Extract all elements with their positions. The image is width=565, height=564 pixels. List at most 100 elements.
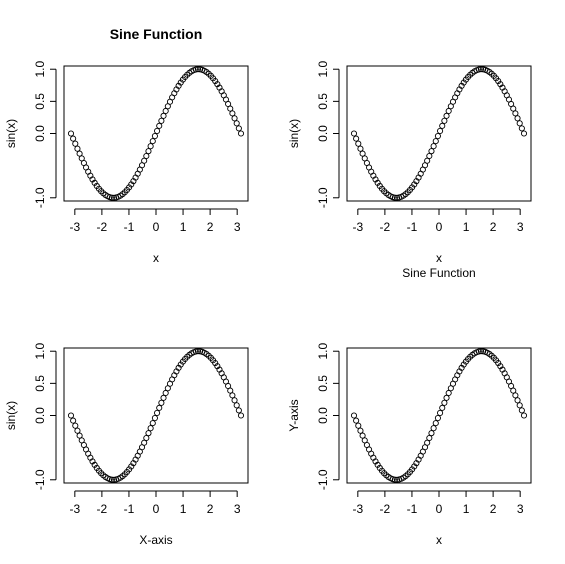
data-point — [518, 125, 525, 132]
y-tick-label: 0.5 — [33, 375, 47, 392]
data-point — [434, 415, 441, 422]
plot-frame — [346, 347, 532, 484]
data-point — [70, 135, 77, 142]
y-tick-label: 1.0 — [316, 61, 330, 78]
data-point — [353, 135, 360, 142]
x-tick-label: 2 — [207, 502, 214, 516]
chart-subtitle: Sine Function — [402, 266, 475, 280]
data-point — [110, 194, 118, 201]
y-tick-label: 0.0 — [316, 407, 330, 424]
x-tick-label: 0 — [436, 502, 443, 516]
data-point — [231, 115, 238, 122]
data-point — [233, 120, 240, 127]
data-point — [426, 152, 433, 160]
y-tick-label: 1.0 — [33, 343, 47, 360]
plot-frame — [63, 65, 249, 202]
data-point — [439, 404, 446, 411]
data-point — [475, 66, 482, 73]
y-tick-label: -1.0 — [316, 469, 330, 490]
y-tick-label: -1.0 — [33, 187, 47, 208]
x-tick-label: 2 — [207, 220, 214, 234]
x-tick-label: -3 — [69, 220, 80, 234]
data-point — [143, 434, 150, 442]
data-point — [475, 348, 482, 355]
chart-panel-1: -3 -2 -1 0 1 2 3 -1.0 0.0 0.5 1.0 x sin(x) Sine Funct… — [4, 26, 249, 265]
data-point — [355, 422, 362, 429]
data-point — [110, 476, 118, 483]
y-axis-label: sin(x) — [4, 119, 18, 148]
data-point — [432, 420, 439, 427]
data-point — [156, 122, 163, 129]
data-point — [512, 110, 519, 117]
data-point — [143, 152, 150, 160]
data-point — [151, 415, 158, 422]
x-axis-label: x — [436, 251, 442, 265]
data-point — [430, 425, 437, 432]
data-point — [147, 425, 154, 432]
data-point — [391, 476, 398, 483]
data-point — [67, 412, 75, 419]
data-point — [510, 387, 517, 394]
data-point — [355, 140, 362, 147]
data-point — [512, 392, 519, 399]
plot-frame — [63, 347, 249, 484]
y-tick-label: 0.0 — [33, 125, 47, 142]
data-point — [393, 476, 401, 483]
data-point — [520, 412, 528, 419]
data-point — [154, 127, 161, 134]
x-tick-label: -3 — [352, 502, 363, 516]
data-point — [514, 115, 521, 122]
data-point — [520, 130, 528, 137]
data-point — [426, 434, 433, 442]
chart-panel-4: -3 -2 -1 0 1 2 3 -1.0 0.0 0.5 1.0 x Y-axis — [287, 343, 532, 547]
data-point — [192, 66, 199, 73]
x-tick-label: 3 — [234, 220, 241, 234]
data-point — [428, 430, 435, 437]
data-point — [514, 397, 521, 404]
data-point — [516, 402, 523, 409]
data-point — [154, 409, 161, 416]
data-point — [227, 105, 234, 112]
data-point — [437, 127, 444, 134]
data-point — [430, 143, 437, 150]
data-point — [156, 404, 163, 411]
y-axis-label: Y-axis — [287, 399, 301, 431]
data-point — [76, 150, 83, 157]
data-point — [393, 194, 401, 201]
y-tick-label: 1.0 — [316, 343, 330, 360]
x-tick-label: 0 — [436, 220, 443, 234]
x-tick-label: 1 — [463, 502, 470, 516]
y-tick-label: 0.5 — [316, 93, 330, 110]
data-point — [231, 397, 238, 404]
data-point — [158, 117, 165, 124]
data-point — [74, 145, 81, 152]
plot-frame — [346, 65, 532, 202]
data-point — [235, 407, 242, 414]
data-point — [145, 148, 152, 155]
data-point — [350, 412, 358, 419]
data-point — [357, 427, 364, 434]
data-point — [353, 417, 360, 424]
data-point — [391, 194, 398, 201]
data-point — [359, 150, 366, 157]
chart-panel-3: -3 -2 -1 0 1 2 3 -1.0 0.0 0.5 1.0 X-axis sin(x) — [4, 343, 249, 547]
x-tick-label: 2 — [490, 220, 497, 234]
data-point — [441, 399, 448, 406]
x-tick-label: 2 — [490, 502, 497, 516]
data-point — [477, 66, 485, 73]
data-point — [72, 422, 79, 429]
x-tick-label: 1 — [463, 220, 470, 234]
data-point — [357, 145, 364, 152]
y-tick-label: 0.5 — [33, 93, 47, 110]
data-point — [227, 387, 234, 394]
data-point — [237, 130, 245, 137]
data-point — [70, 417, 77, 424]
data-point — [428, 148, 435, 155]
data-point — [158, 399, 165, 406]
y-tick-label: -1.0 — [316, 187, 330, 208]
x-tick-label: 0 — [153, 502, 160, 516]
x-axis-label: x — [436, 533, 442, 547]
data-point — [229, 392, 236, 399]
y-axis-label: sin(x) — [287, 119, 301, 148]
